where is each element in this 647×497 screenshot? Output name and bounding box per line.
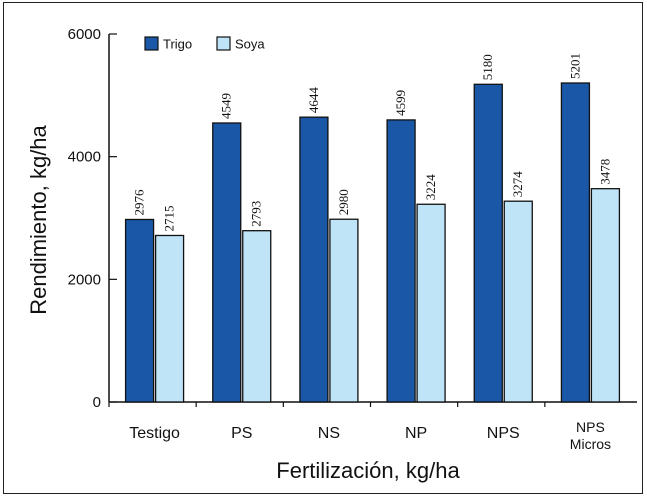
bar-soya <box>416 203 446 403</box>
data-label: 2793 <box>249 201 264 227</box>
data-label: 2976 <box>132 189 147 216</box>
bar-soya <box>242 230 272 403</box>
bar-trigo <box>124 218 155 403</box>
bar-trigo <box>386 119 416 403</box>
x-tick-label: PS <box>231 425 252 442</box>
y-tick-label: 2000 <box>68 271 101 288</box>
bar-trigo <box>473 83 503 403</box>
data-label: 5201 <box>567 53 582 79</box>
data-label: 2980 <box>336 189 351 215</box>
x-tick-label: Testigo <box>129 425 180 442</box>
bar-trigo <box>212 122 242 403</box>
data-label: 3274 <box>510 171 525 198</box>
data-label: 4599 <box>393 90 408 116</box>
bar-trigo <box>560 82 591 403</box>
data-label: 4549 <box>219 93 234 119</box>
legend-label: Soya <box>235 37 265 52</box>
x-tick-label: NP <box>405 425 427 442</box>
legend-swatch-trigo <box>144 36 159 51</box>
bar-trigo <box>299 116 329 403</box>
x-axis-label: Fertilización, kg/ha <box>276 458 460 483</box>
x-tick-label: NPS <box>487 425 520 442</box>
bar-soya <box>503 200 533 403</box>
bar-soya <box>154 234 185 403</box>
x-tick-label: NPS Micros <box>570 419 611 452</box>
data-label: 5180 <box>480 54 495 80</box>
data-label: 4644 <box>306 87 321 114</box>
data-labels: 2976 2715 4549 2793 4644 2980 4599 3224 5180 3274… <box>132 53 613 231</box>
data-label: 3224 <box>423 174 438 201</box>
bar-soya <box>329 218 359 403</box>
bars <box>124 82 621 403</box>
bar-soya <box>590 188 621 403</box>
y-tick-label: 6000 <box>68 26 101 43</box>
y-axis-label: Rendimiento, kg/ha <box>26 124 51 314</box>
legend-swatch-soya <box>216 36 231 51</box>
data-label: 2715 <box>162 205 177 231</box>
y-tick-label: 4000 <box>68 149 101 166</box>
axes: 0 2000 4000 6000 Testigo PS NS NP NPS NPS Micros <box>68 26 637 452</box>
legend: Trigo Soya <box>144 36 265 52</box>
x-tick-label: NS <box>318 425 340 442</box>
y-tick-label: 0 <box>93 394 101 411</box>
legend-label: Trigo <box>163 37 192 52</box>
data-label: 3478 <box>597 159 612 185</box>
